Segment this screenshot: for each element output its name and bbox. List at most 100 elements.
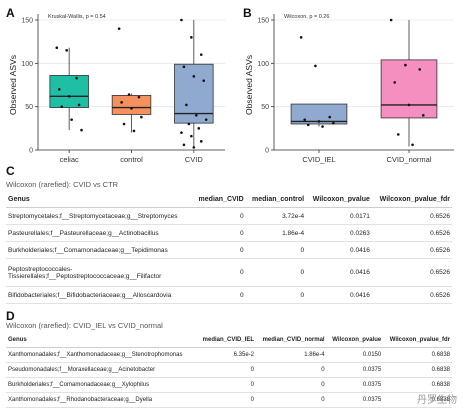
c-column-header: median_CVID bbox=[192, 192, 246, 208]
c-table-cell: 0 bbox=[245, 241, 307, 259]
d-table-cell: 0 bbox=[256, 392, 327, 408]
y-tick-label: 0 bbox=[29, 148, 33, 155]
box-CVID_normal bbox=[380, 59, 438, 119]
x-tick-label: control bbox=[120, 155, 143, 164]
y-tick-label: 150 bbox=[21, 18, 33, 25]
y-tick-label: 100 bbox=[257, 61, 269, 68]
d-table-cell: Pseudomonadales;f__Moraxellaceae;g__Acin… bbox=[6, 362, 197, 378]
data-point bbox=[204, 118, 208, 121]
table-d-title: Wilcoxon (rarefied): CVID_IEL vs CVID_no… bbox=[6, 321, 163, 330]
results-table-c: Genus median_CVID median_control Wilcoxon_p… bbox=[6, 192, 452, 304]
d-table-cell: 0.6838 bbox=[383, 392, 452, 408]
y-tick-label: 50 bbox=[25, 104, 33, 111]
d-column-header: Genus bbox=[6, 332, 197, 348]
boxplot-panel-a: 0 50 100 150 Observed ASVs Kruskal-Wallis, p … bbox=[8, 14, 225, 164]
data-point bbox=[65, 49, 68, 52]
c-table-cell: 0 bbox=[192, 286, 246, 304]
boxplot-panel-b: 0 50 100 150 Observed ASVs Wilcoxon, p = 0.26… bbox=[244, 14, 454, 164]
d-table-cell: 0.6838 bbox=[383, 347, 452, 363]
data-point bbox=[140, 115, 143, 119]
c-table-cell: 0.6526 bbox=[371, 286, 452, 304]
data-point bbox=[407, 103, 411, 107]
data-point bbox=[306, 123, 310, 127]
d-table-cell: 0 bbox=[196, 392, 256, 408]
data-point bbox=[70, 118, 73, 121]
d-table-cell: 0 bbox=[196, 377, 256, 393]
data-point bbox=[192, 75, 196, 78]
data-point bbox=[80, 128, 83, 132]
data-point bbox=[317, 120, 321, 123]
data-point bbox=[314, 64, 317, 68]
c-table-cell: 0.6526 bbox=[371, 207, 452, 225]
x-tick-label: CVID_normal bbox=[386, 155, 431, 164]
c-column-header: Wilcoxon_pvalue_fdr bbox=[371, 192, 452, 208]
data-point bbox=[404, 63, 407, 67]
panel-letter-b: B bbox=[243, 6, 252, 20]
data-point bbox=[202, 79, 206, 82]
d-column-header: median_CVID_normal bbox=[256, 332, 327, 348]
d-table-cell: 0.0150 bbox=[326, 347, 384, 363]
data-point bbox=[120, 101, 123, 104]
d-table-cell: 0.6838 bbox=[383, 377, 452, 393]
data-point bbox=[117, 27, 121, 30]
data-point bbox=[190, 134, 193, 138]
d-table-row: Xanthomonadales;f__Xanthomonadaceae;g__S… bbox=[6, 347, 452, 363]
c-table-cell: 0 bbox=[245, 258, 307, 287]
data-point bbox=[303, 118, 307, 121]
c-table-cell: 0.6526 bbox=[371, 258, 452, 287]
data-point bbox=[60, 105, 64, 108]
d-table-cell: Burkholderiales;f__Comamonadaceae;g__Xyl… bbox=[6, 377, 197, 393]
stat-annotation: Kruskal-Wallis, p = 0.54 bbox=[48, 14, 106, 20]
c-column-header: median_control bbox=[245, 192, 307, 208]
box-celiac bbox=[49, 75, 89, 108]
data-point bbox=[421, 114, 425, 117]
x-tick-label: CVID_IEL bbox=[302, 155, 335, 164]
data-point bbox=[389, 18, 393, 22]
data-point bbox=[55, 46, 59, 50]
c-table-cell: 0.6526 bbox=[371, 224, 452, 242]
c-table-row: Burkholderiales;f__Comamonadaceae;g__Tep… bbox=[6, 241, 452, 259]
d-table-cell: 0.0375 bbox=[326, 377, 384, 393]
d-table-cell: 6.35e-2 bbox=[196, 347, 256, 363]
panel-letter-c: C bbox=[6, 164, 15, 178]
c-table-cell: 0 bbox=[192, 241, 246, 259]
d-table-cell: 0 bbox=[196, 362, 256, 378]
x-tick-label: celiac bbox=[60, 155, 79, 164]
c-table-cell: 3.72e-4 bbox=[245, 207, 307, 225]
table-c-title: Wilcoxon (rarefied): CVID vs CTR bbox=[6, 180, 119, 189]
data-point bbox=[180, 131, 183, 134]
data-point bbox=[393, 81, 397, 84]
d-table-cell: 0.0375 bbox=[326, 392, 384, 408]
data-point bbox=[77, 103, 81, 107]
data-point bbox=[180, 18, 183, 22]
data-point bbox=[132, 129, 136, 133]
results-table-d: Genus median_CVID_IEL median_CVID_normal Wi… bbox=[6, 332, 452, 408]
c-table-row: Peptostreptococcales- Tissierellales;f__P… bbox=[6, 258, 452, 287]
c-table-cell: Pasteurellales;f__Pasteurellaceae;g__Act… bbox=[6, 224, 193, 242]
d-column-header: median_CVID_IEL bbox=[196, 332, 256, 348]
data-point bbox=[396, 133, 400, 136]
data-point bbox=[321, 125, 324, 128]
d-table-cell: 0.6838 bbox=[383, 362, 452, 378]
c-table-cell: 0.0416 bbox=[306, 258, 372, 287]
c-table-cell: 0 bbox=[192, 258, 246, 287]
data-point bbox=[411, 143, 414, 147]
data-point bbox=[331, 121, 335, 125]
panel-letter-a: A bbox=[6, 6, 15, 20]
d-column-header: Wilcoxon_pvalue bbox=[326, 332, 384, 348]
data-point bbox=[57, 88, 61, 91]
data-point bbox=[192, 146, 196, 149]
data-point bbox=[130, 107, 133, 110]
data-point bbox=[122, 122, 126, 126]
d-table-cell: 0 bbox=[256, 362, 327, 378]
c-table-cell: 0.6526 bbox=[371, 241, 452, 259]
c-table-cell: 0 bbox=[192, 224, 246, 242]
d-table-cell: Xanthomonadales;f__Xanthomonadaceae;g__S… bbox=[6, 347, 197, 363]
c-table-cell: 0.0171 bbox=[306, 207, 372, 225]
c-table-cell: 1.86e-4 bbox=[245, 224, 307, 242]
data-point bbox=[199, 53, 203, 56]
y-tick-label: 100 bbox=[21, 61, 33, 68]
d-table-row: Burkholderiales;f__Comamonadaceae;g__Xyl… bbox=[6, 377, 452, 393]
c-table-cell: 0 bbox=[192, 207, 246, 225]
data-point bbox=[75, 76, 78, 80]
